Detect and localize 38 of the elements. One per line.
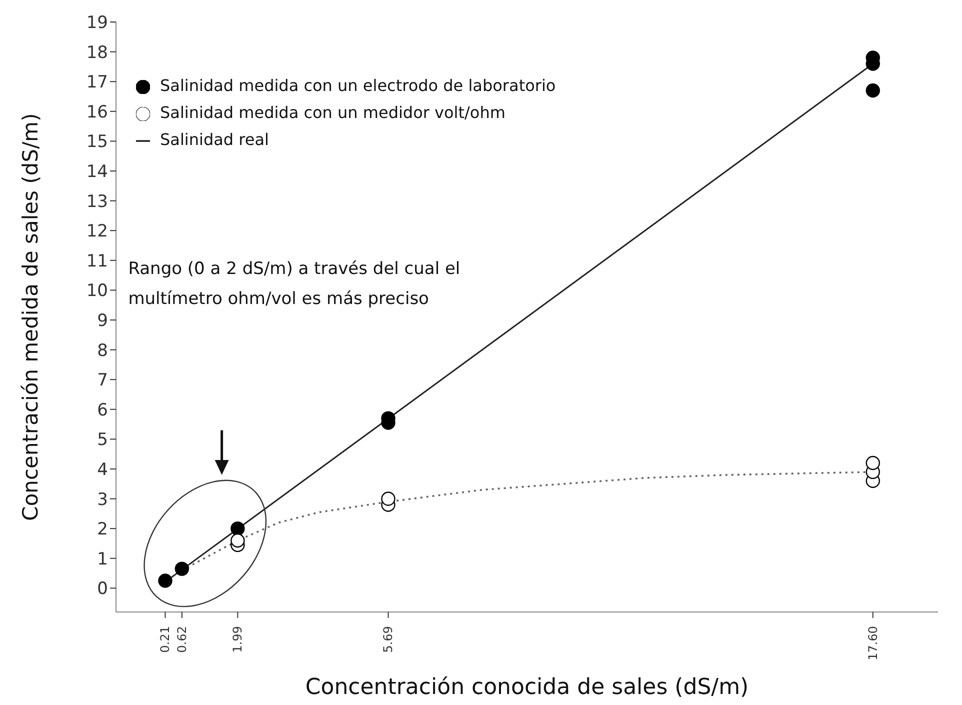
point bbox=[866, 456, 880, 470]
point bbox=[158, 574, 172, 588]
point bbox=[174, 562, 190, 576]
legend-label: Salinidad medida con un electrodo de laboratorio bbox=[160, 76, 556, 95]
y-tick-label: 14 bbox=[86, 162, 108, 182]
y-tick-label: 10 bbox=[86, 281, 108, 302]
y-tick-label: 17 bbox=[86, 72, 108, 93]
x-axis-title: Concentración conocida de sales (dS/m) bbox=[305, 675, 749, 700]
y-tick-label: 3 bbox=[97, 490, 108, 510]
legend-label: Salinidad real bbox=[160, 130, 269, 149]
x-tick-label: 5.69 bbox=[381, 626, 396, 653]
legend-label: Salinidad medida con un medidor volt/ohm bbox=[160, 103, 506, 122]
annotation: Rango (0 a 2 dS/m) a través del cual el multímetro ohm/vol es más preciso bbox=[128, 258, 462, 312]
x-tick-label: 17.60 bbox=[866, 626, 880, 660]
y-tick-label: 15 bbox=[86, 132, 108, 152]
y-tick-label: 13 bbox=[86, 192, 108, 212]
y-tick-label: 1 bbox=[97, 549, 108, 570]
point bbox=[866, 83, 880, 98]
y-tick-label: 6 bbox=[97, 400, 108, 420]
y-tick-label: 18 bbox=[86, 42, 108, 63]
point bbox=[230, 533, 245, 548]
x-tick-label: 1.99 bbox=[230, 626, 245, 653]
y-tick-label: 2 bbox=[97, 520, 108, 540]
y-axis-title: Concentración medida de sales (dS/m) bbox=[18, 113, 42, 521]
point bbox=[381, 492, 396, 506]
x-tick-label: 0.62 bbox=[174, 626, 189, 653]
y-tick-label: 5 bbox=[97, 430, 108, 450]
y-tick-label: 0 bbox=[97, 579, 108, 600]
point bbox=[230, 521, 245, 536]
y-tick-label: 7 bbox=[97, 370, 108, 391]
y-tick-label: 4 bbox=[97, 460, 108, 480]
y-tick-label: 12 bbox=[86, 222, 108, 242]
y-tick-label: 11 bbox=[86, 251, 108, 272]
y-tick-label: 16 bbox=[86, 102, 108, 122]
y-tick-label: 8 bbox=[97, 340, 108, 361]
x-tick-label: 0.21 bbox=[158, 626, 172, 653]
y-tick-label: 9 bbox=[97, 311, 108, 332]
y-tick-label: 19 bbox=[86, 13, 108, 34]
